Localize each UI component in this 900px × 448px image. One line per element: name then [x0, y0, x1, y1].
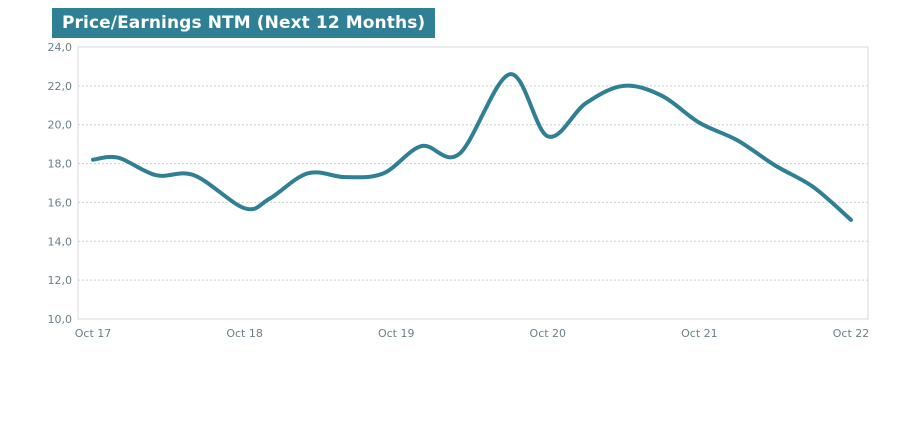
y-tick-label: 14,0: [48, 235, 73, 248]
x-tick-label: Oct 18: [226, 327, 263, 340]
chart-title: Price/Earnings NTM (Next 12 Months): [62, 13, 426, 33]
y-tick-label: 16,0: [48, 196, 73, 209]
y-axis-ticks: 10,0 12,0 14,0 16,0 18,0 20,0 22,0 24,0: [48, 41, 73, 326]
x-tick-label: Oct 21: [681, 327, 718, 340]
y-tick-label: 18,0: [48, 158, 73, 171]
y-tick-label: 24,0: [48, 41, 73, 54]
x-tick-label: Oct 17: [75, 327, 112, 340]
y-tick-label: 20,0: [48, 119, 73, 132]
x-tick-label: Oct 19: [378, 327, 415, 340]
plot-area-frame: [77, 46, 869, 320]
x-tick-label: Oct 22: [833, 327, 870, 340]
y-tick-label: 12,0: [48, 274, 73, 287]
x-axis-ticks: Oct 17 Oct 18 Oct 19 Oct 20 Oct 21 Oct 22: [75, 327, 870, 340]
x-tick-label: Oct 20: [530, 327, 567, 340]
y-tick-label: 10,0: [48, 313, 73, 326]
chart-title-badge: Price/Earnings NTM (Next 12 Months): [52, 8, 436, 38]
y-tick-label: 22,0: [48, 80, 73, 93]
pe-ntm-series-line: [91, 72, 853, 222]
gridlines: [78, 46, 868, 281]
